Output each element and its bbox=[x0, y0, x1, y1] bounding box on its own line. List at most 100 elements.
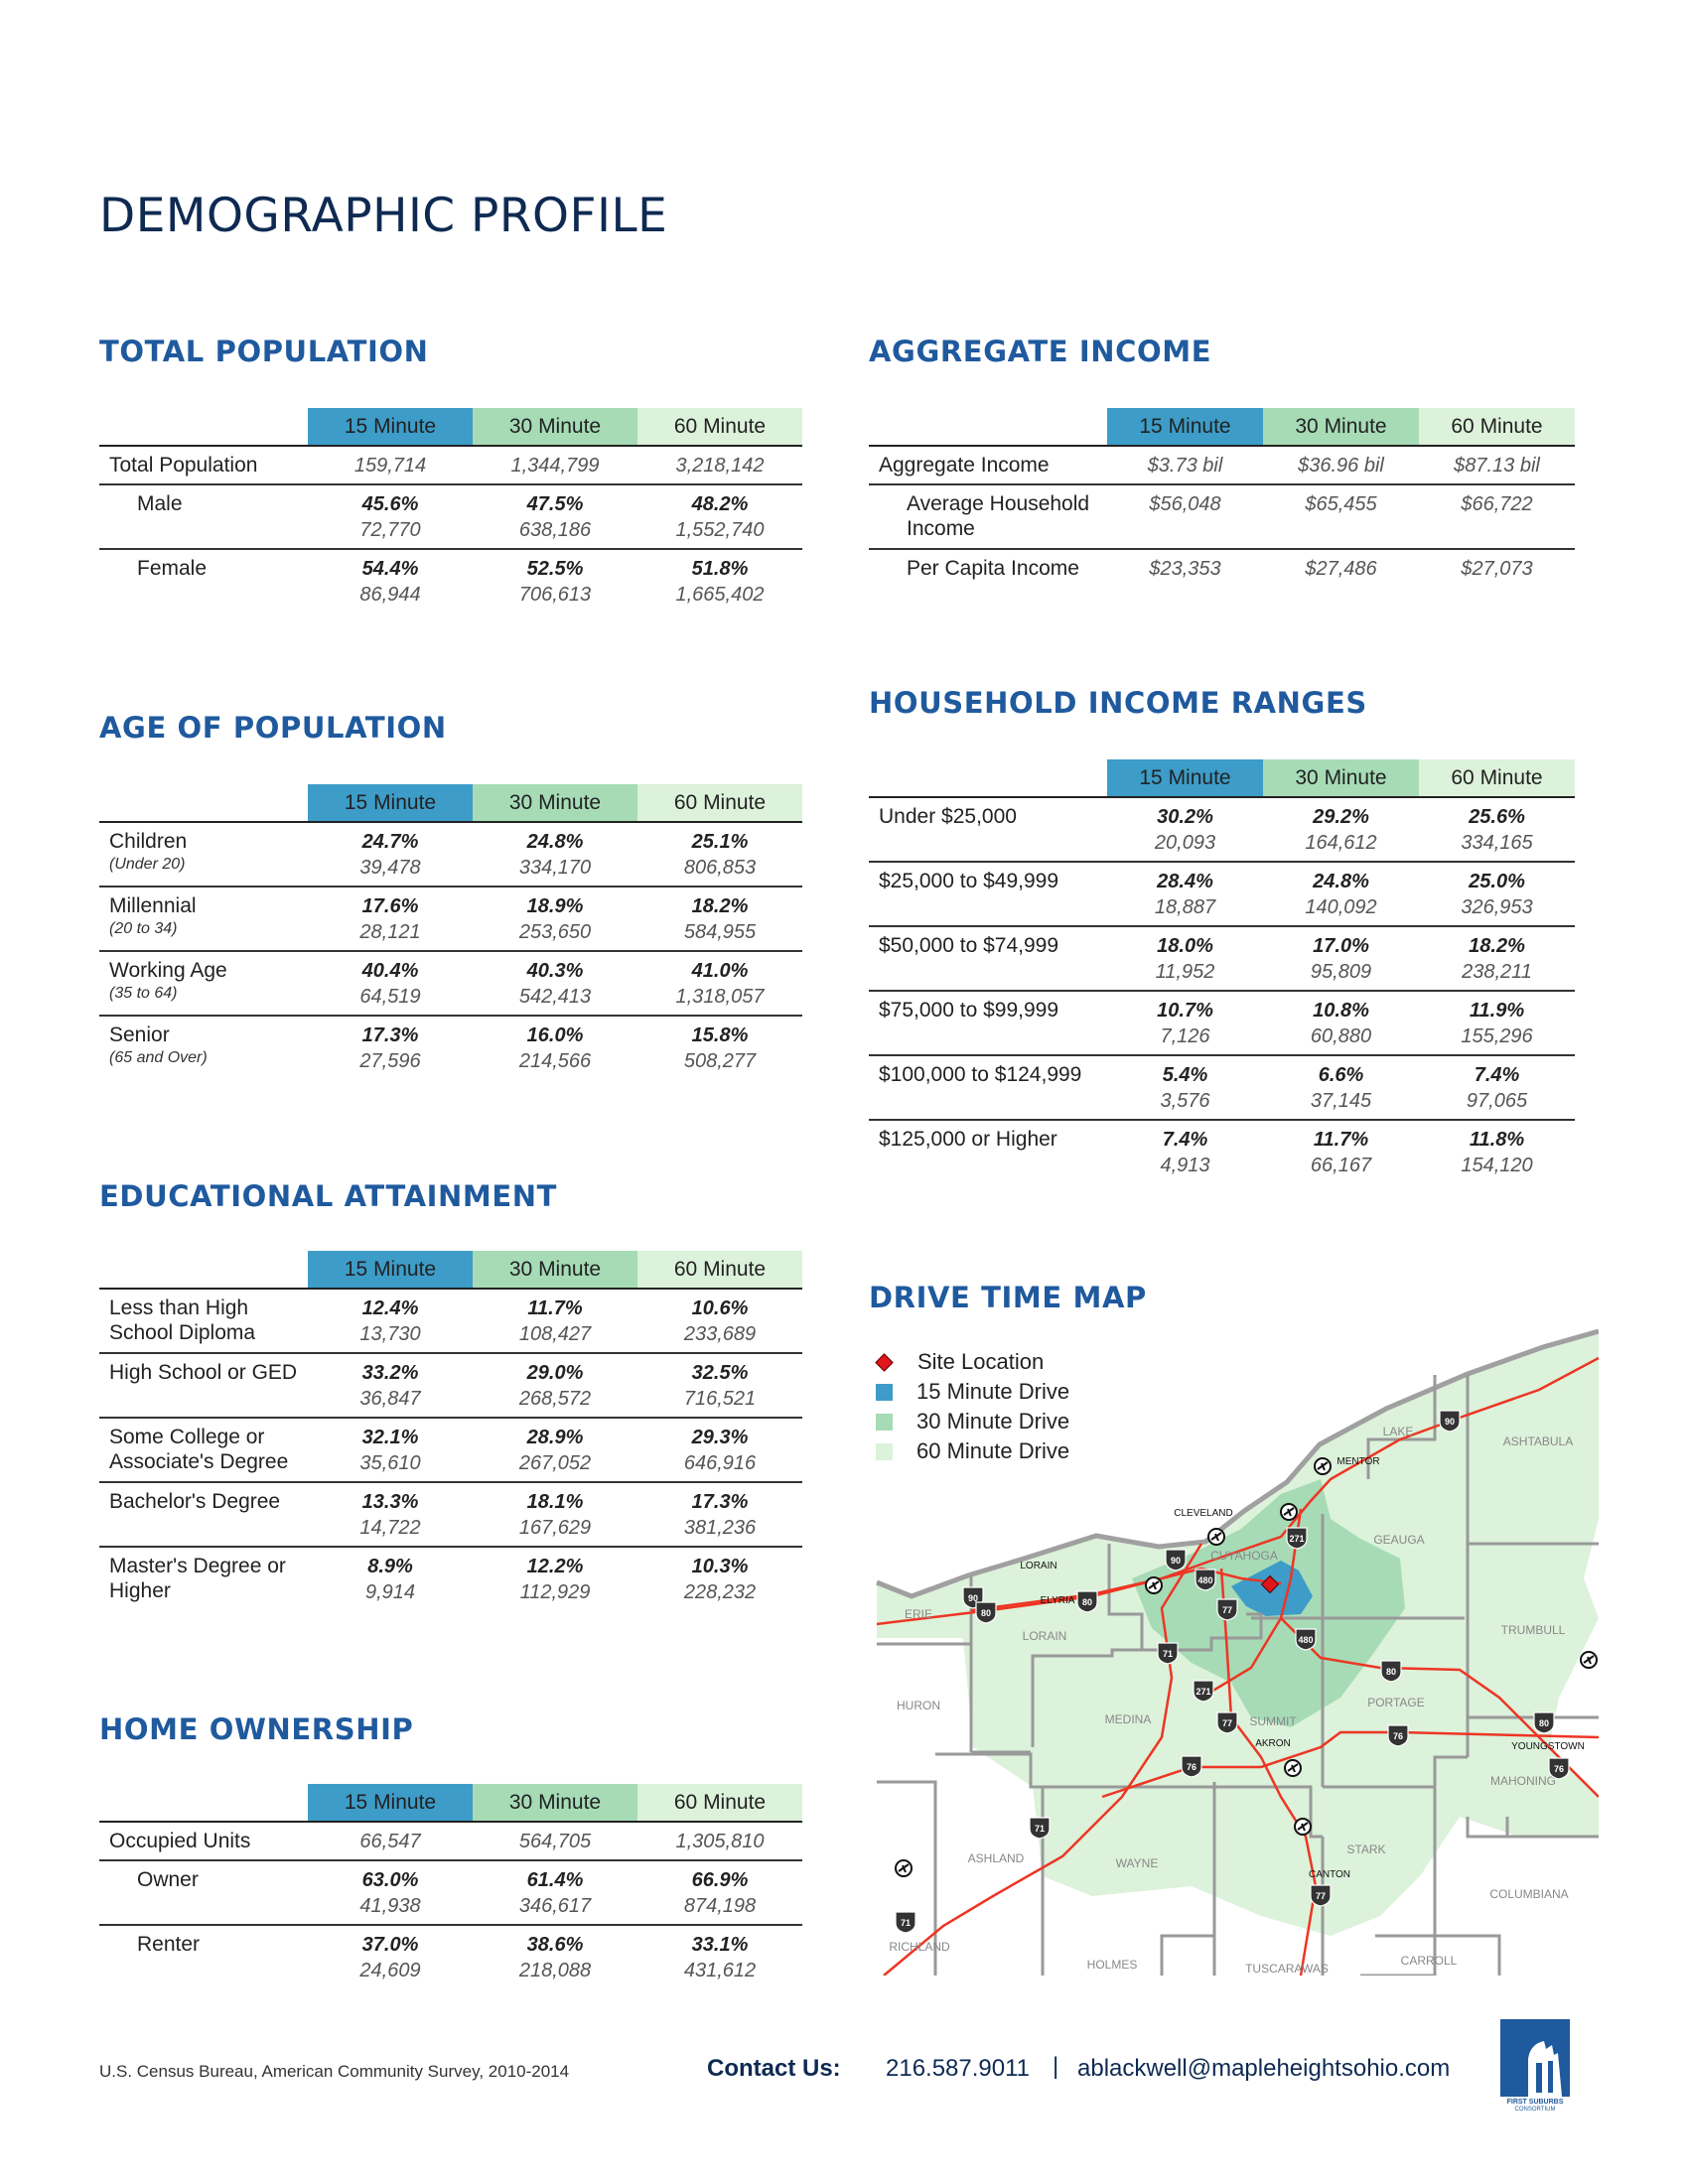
percent-value: 45.6% bbox=[361, 493, 419, 515]
swatch-60-icon bbox=[876, 1442, 893, 1460]
place-label: ELYRIA bbox=[1041, 1595, 1075, 1606]
count-value: 638,186 bbox=[518, 519, 592, 541]
count-value: 28,121 bbox=[359, 921, 421, 943]
table-row: Working Age (35 to 64) 40.4% 64,519 40.3% 542… bbox=[99, 952, 802, 1017]
data-cell: 54.4% 86,944 bbox=[308, 550, 473, 614]
row-sublabel: (35 to 64) bbox=[109, 985, 178, 1002]
data-cell: 17.0% 95,809 bbox=[1263, 927, 1419, 990]
data-cell: 10.3% 228,232 bbox=[637, 1548, 802, 1612]
count-value: 155,296 bbox=[1461, 1025, 1533, 1047]
household-income-ranges-heading: HOUSEHOLD INCOME RANGES bbox=[869, 686, 1367, 720]
count-value: 66,547 bbox=[359, 1831, 421, 1852]
place-label: CUYAHOGA bbox=[1210, 1549, 1278, 1563]
count-value: 4,913 bbox=[1160, 1155, 1210, 1176]
interstate-shield-icon bbox=[1165, 1549, 1187, 1571]
row-label: Aggregate Income bbox=[869, 447, 1107, 483]
percent-value: 11.8% bbox=[1469, 1129, 1525, 1151]
column-header: 60 Minute bbox=[1419, 759, 1575, 796]
row-label: $100,000 to $124,999 bbox=[869, 1056, 1107, 1119]
legend-label: 60 Minute Drive bbox=[916, 1438, 1070, 1463]
data-cell: 6.6% 37,145 bbox=[1263, 1056, 1419, 1119]
row-label-text: Master's Degree or Higher bbox=[109, 1555, 286, 1602]
percent-value: 30.2% bbox=[1157, 806, 1213, 828]
count-value: 64,519 bbox=[359, 986, 421, 1008]
count-value: $56,048 bbox=[1149, 493, 1221, 515]
percent-value: 29.2% bbox=[1313, 806, 1369, 828]
percent-value: 10.8% bbox=[1313, 1000, 1369, 1022]
count-value: $27,486 bbox=[1305, 558, 1377, 580]
data-cell: $87.13 bil bbox=[1419, 447, 1575, 483]
legend-label: Site Location bbox=[917, 1349, 1045, 1374]
data-cell: 48.2% 1,552,740 bbox=[637, 485, 802, 548]
data-cell: 61.4% 346,617 bbox=[473, 1861, 637, 1924]
count-value: 1,665,402 bbox=[675, 584, 765, 606]
row-label: Average Household Income bbox=[869, 485, 1107, 548]
row-label-text: $75,000 to $99,999 bbox=[879, 999, 1059, 1022]
data-cell: 11.9% 155,296 bbox=[1419, 992, 1575, 1054]
interstate-shield-icon bbox=[1295, 1628, 1317, 1651]
table-row: Owner 63.0% 41,938 61.4% 346,617 66.9% 874,198 bbox=[99, 1861, 802, 1926]
header-spacer bbox=[869, 408, 1107, 445]
interstate-shield-number: 77 bbox=[1222, 1605, 1232, 1615]
interstate-shield-number: 90 bbox=[968, 1593, 978, 1603]
percent-value: 18.9% bbox=[526, 895, 584, 917]
data-cell: 24.7% 39,478 bbox=[308, 823, 473, 886]
column-header: 15 Minute bbox=[1107, 408, 1263, 445]
percent-value: 11.7% bbox=[527, 1297, 583, 1319]
count-value: 1,305,810 bbox=[675, 1831, 765, 1852]
percent-value: 41.0% bbox=[691, 960, 749, 982]
svg-text:FIRST SUBURBS: FIRST SUBURBS bbox=[1507, 2099, 1564, 2106]
count-value: 13,730 bbox=[359, 1323, 421, 1345]
airplane-glyph-icon bbox=[1317, 1461, 1329, 1471]
county-boundary bbox=[1375, 1934, 1501, 1976]
place-label: MEDINA bbox=[1105, 1712, 1152, 1726]
table-header: 15 Minute 30 Minute 60 Minute bbox=[99, 408, 802, 447]
contact-phone[interactable]: 216.587.9011 bbox=[886, 2055, 1031, 2082]
count-value: 27,596 bbox=[359, 1050, 421, 1072]
count-value: 108,427 bbox=[518, 1323, 592, 1345]
percent-value: 10.3% bbox=[691, 1556, 749, 1577]
interstate-shield-number: 77 bbox=[1222, 1718, 1232, 1728]
count-value: 706,613 bbox=[518, 584, 592, 606]
row-label: Total Population bbox=[99, 447, 308, 483]
data-cell: 12.4% 13,730 bbox=[308, 1290, 473, 1352]
place-label: STARK bbox=[1346, 1843, 1385, 1856]
airplane-glyph-icon bbox=[1148, 1580, 1160, 1590]
count-value: 3,218,142 bbox=[675, 455, 765, 477]
count-value: 14,722 bbox=[359, 1517, 421, 1539]
table-header: 15 Minute 30 Minute 60 Minute bbox=[99, 1784, 802, 1823]
count-value: 20,093 bbox=[1154, 832, 1216, 854]
row-label: Male bbox=[99, 485, 308, 548]
percent-value: 32.5% bbox=[691, 1362, 749, 1384]
data-cell: 7.4% 4,913 bbox=[1107, 1121, 1263, 1185]
interstate-shield-icon bbox=[895, 1911, 916, 1934]
contact-email[interactable]: ablackwell@mapleheightsohio.com bbox=[1077, 2055, 1451, 2082]
place-label: TRUMBULL bbox=[1501, 1623, 1566, 1637]
swatch-30-icon bbox=[876, 1413, 893, 1431]
place-label: ASHTABULA bbox=[1503, 1434, 1573, 1448]
table-row: $75,000 to $99,999 10.7% 7,126 10.8% 60,880 1… bbox=[869, 992, 1575, 1056]
data-cell: 11.8% 154,120 bbox=[1419, 1121, 1575, 1185]
interstate-shield-icon bbox=[1439, 1410, 1461, 1433]
row-label-text: Less than High School Diploma bbox=[109, 1297, 256, 1344]
percent-value: 25.6% bbox=[1469, 806, 1525, 828]
column-header: 30 Minute bbox=[1263, 759, 1419, 796]
page-title: DEMOGRAPHIC PROFILE bbox=[99, 189, 668, 243]
data-cell: 30.2% 20,093 bbox=[1107, 798, 1263, 861]
lake-erie-shoreline bbox=[876, 1328, 1599, 1599]
interstate-shield-number: 76 bbox=[1554, 1764, 1564, 1774]
percent-value: 66.9% bbox=[691, 1869, 749, 1891]
interstate-shield-icon bbox=[1157, 1642, 1179, 1665]
count-value: 11,952 bbox=[1155, 961, 1215, 983]
percent-value: 17.6% bbox=[361, 895, 419, 917]
data-cell: 10.8% 60,880 bbox=[1263, 992, 1419, 1054]
table-header: 15 Minute 30 Minute 60 Minute bbox=[869, 408, 1575, 447]
column-header: 60 Minute bbox=[637, 1784, 802, 1821]
swatch-15-icon bbox=[876, 1383, 893, 1401]
count-value: 381,236 bbox=[683, 1517, 757, 1539]
percent-value: 18.2% bbox=[691, 895, 749, 917]
drive-time-map: CLEVELAND LORAIN ELYRIA MENTOR LAKE ASHTABULA… bbox=[876, 1328, 1599, 1976]
count-value: 36,847 bbox=[359, 1388, 421, 1410]
table-row: Renter 37.0% 24,609 38.6% 218,088 33.1% 431,61… bbox=[99, 1926, 802, 1990]
place-label: ASHLAND bbox=[968, 1851, 1025, 1865]
